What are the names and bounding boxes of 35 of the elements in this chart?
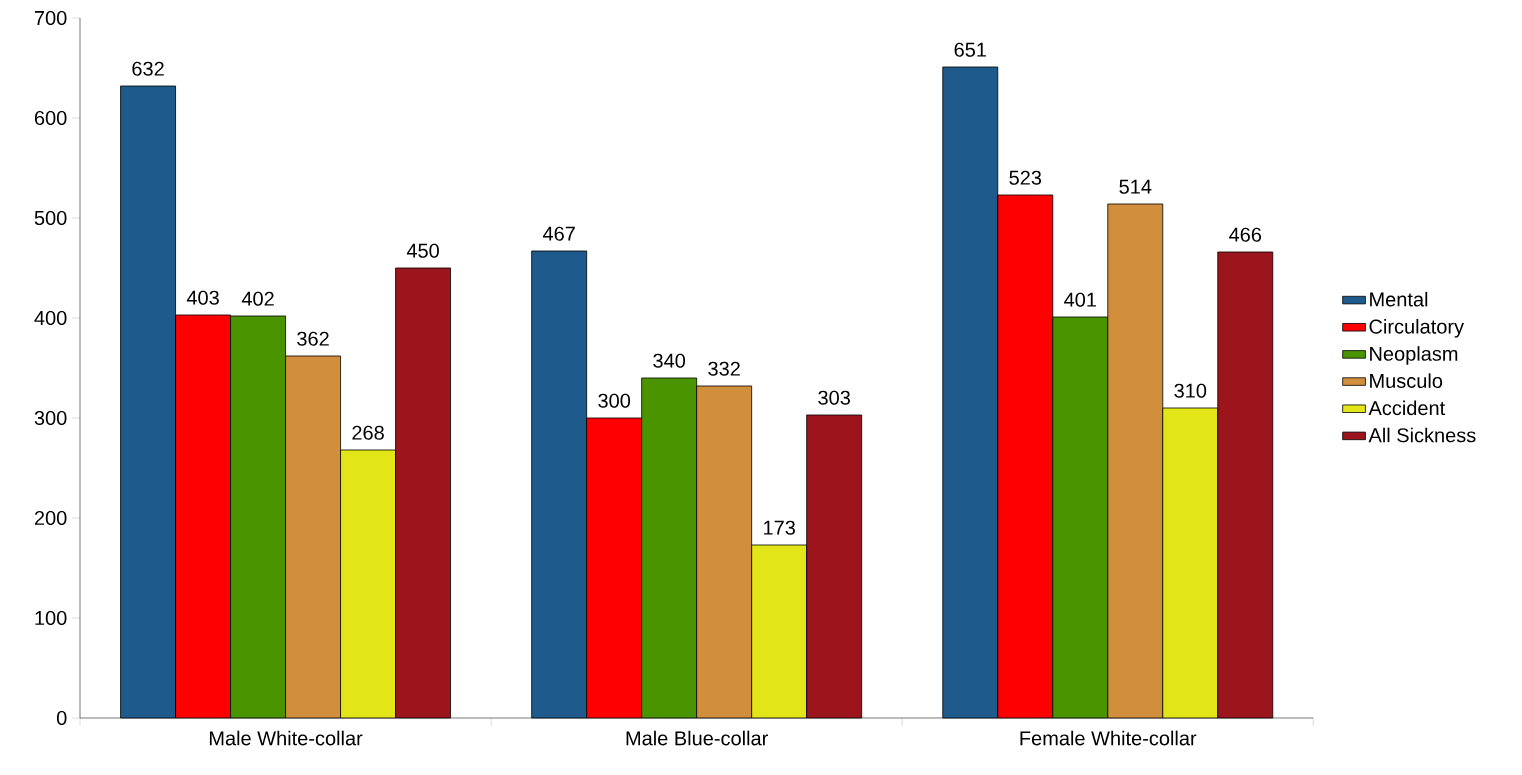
x-tick-label: Male Blue-collar [626,730,768,746]
data-label: 401 [1064,292,1096,307]
data-label: 362 [297,331,329,346]
x-tick-label: Female White-collar [1020,730,1197,746]
y-tick-label: 100 [35,610,67,626]
y-tick-label: 700 [34,10,67,26]
data-label: 268 [352,425,384,440]
data-label: 450 [406,243,439,258]
data-label: 402 [241,291,274,306]
data-label: 651 [954,42,986,57]
legend-label: All Sickness [1368,427,1476,443]
legend-label: Musculo [1370,373,1443,388]
data-label: 340 [653,353,686,368]
legend-label: Circulatory [1369,319,1465,338]
data-label: 514 [1119,179,1152,194]
data-label: 403 [186,290,219,305]
data-label: 632 [132,61,164,76]
y-tick-label: 300 [34,410,67,426]
data-label: 466 [1229,227,1262,242]
x-tick-label: Male White-collar [209,730,363,746]
legend-label: Neoplasm [1370,346,1458,365]
y-tick-label: 400 [34,310,67,326]
legend-label: Mental [1370,291,1428,307]
data-label: 303 [818,390,850,405]
y-tick-label: 0 [56,710,67,726]
data-label: 173 [764,520,795,535]
y-tick-label: 600 [34,110,67,126]
y-tick-label: 200 [34,510,67,526]
data-label: 467 [542,226,575,241]
y-tick-label: 500 [34,210,67,226]
data-label: 523 [1009,170,1042,185]
data-label: 310 [1174,383,1207,398]
data-label: 300 [598,393,631,408]
data-label: 332 [708,361,740,376]
legend-label: Accident [1368,400,1446,416]
